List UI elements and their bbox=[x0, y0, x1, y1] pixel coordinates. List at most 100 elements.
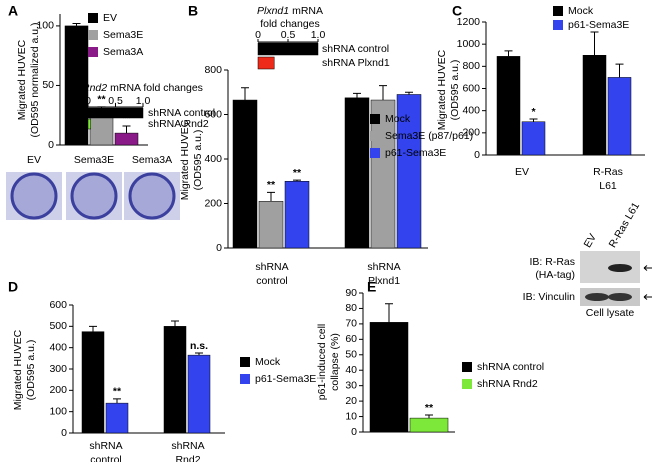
error-bar bbox=[122, 125, 131, 134]
y-tick-label: 0 bbox=[61, 427, 67, 439]
y-tick-label: 400 bbox=[49, 341, 67, 353]
inset-title: Plxnd1 mRNA bbox=[257, 5, 323, 17]
x-tick-line: Rnd2 bbox=[175, 454, 200, 462]
bar bbox=[496, 56, 521, 156]
legend-swatch bbox=[88, 13, 98, 23]
band bbox=[608, 293, 632, 301]
legend-swatch bbox=[370, 131, 380, 141]
bar-label: shRNA control bbox=[148, 107, 215, 119]
bar bbox=[409, 417, 449, 433]
band bbox=[585, 293, 609, 301]
significance: ** bbox=[122, 113, 131, 125]
legend-label: Mock bbox=[385, 113, 411, 125]
y-tick-label: 1200 bbox=[457, 16, 481, 28]
bar bbox=[163, 326, 187, 434]
legend-label: EV bbox=[103, 12, 117, 24]
blot-row-label: (HA-tag) bbox=[535, 269, 575, 281]
bar bbox=[257, 56, 275, 70]
title-text: mRNA bbox=[292, 5, 323, 17]
lane-label: EV bbox=[582, 232, 599, 250]
x-tick-line: L61 bbox=[599, 180, 617, 192]
significance: ** bbox=[425, 402, 434, 414]
legend-swatch bbox=[240, 374, 250, 384]
blot-caption: Cell lysate bbox=[586, 307, 635, 319]
x-tick-label: 0 bbox=[255, 29, 261, 41]
y-tick-label: 80 bbox=[345, 302, 357, 314]
well bbox=[10, 172, 58, 220]
image-label: Sema3E bbox=[74, 154, 114, 166]
y-tick-label: 600 bbox=[462, 82, 480, 94]
panel-label: A bbox=[8, 3, 18, 19]
y-tick-label: 400 bbox=[204, 153, 222, 165]
y-tick-label: 800 bbox=[204, 64, 222, 76]
x-tick-line: control bbox=[256, 275, 288, 287]
bar bbox=[114, 132, 139, 146]
inset-title: fold changes bbox=[260, 18, 320, 30]
y-tick-label: 0 bbox=[216, 242, 222, 254]
legend-label: Sema3E (p87/p61) bbox=[385, 130, 473, 142]
y-tick-label: 90 bbox=[345, 287, 357, 299]
x-tick-line: shRNA bbox=[171, 440, 204, 452]
y-axis-label: Migrated HUVEC bbox=[12, 329, 24, 410]
x-tick-label: EV bbox=[515, 166, 529, 178]
y-tick-label: 30 bbox=[345, 379, 357, 391]
y-tick-label: 70 bbox=[345, 318, 357, 330]
x-tick-line: shRNA bbox=[89, 440, 122, 452]
bar bbox=[105, 402, 129, 434]
error-bar bbox=[590, 31, 599, 56]
bar bbox=[258, 201, 284, 249]
y-tick-label: 60 bbox=[345, 333, 357, 345]
bar bbox=[187, 354, 211, 434]
panel-label: C bbox=[452, 3, 462, 19]
band bbox=[608, 264, 632, 272]
y-tick-label: 200 bbox=[49, 384, 67, 396]
well bbox=[128, 172, 176, 220]
y-tick-label: 600 bbox=[49, 299, 67, 311]
y-axis-label: Migrated HUVEC bbox=[436, 49, 448, 130]
y-tick-label: 600 bbox=[204, 108, 222, 120]
y-tick-label: 500 bbox=[49, 320, 67, 332]
legend-swatch bbox=[370, 148, 380, 158]
x-tick-label: 1.0 bbox=[136, 95, 151, 107]
y-axis-label: (OD595 a.u.) bbox=[25, 340, 37, 401]
well bbox=[70, 172, 118, 220]
error-bar bbox=[379, 85, 387, 101]
y-tick-label: 1000 bbox=[457, 38, 481, 50]
significance: * bbox=[531, 106, 536, 118]
y-tick-label: 40 bbox=[345, 364, 357, 376]
bar bbox=[284, 181, 310, 249]
x-tick-label: 1.0 bbox=[311, 29, 326, 41]
bar-label: shRNA Rnd2 bbox=[148, 118, 209, 130]
bar bbox=[582, 55, 607, 156]
legend-swatch bbox=[370, 114, 380, 124]
y-tick-label: 100 bbox=[36, 20, 54, 32]
error-bar bbox=[195, 352, 203, 356]
bar bbox=[344, 97, 370, 249]
legend-label: Sema3E bbox=[103, 29, 143, 41]
y-axis-label: (OD595 a.u.) bbox=[449, 60, 461, 121]
bar bbox=[396, 94, 422, 249]
legend-swatch bbox=[553, 6, 563, 16]
legend-swatch bbox=[462, 362, 472, 372]
y-tick-label: 200 bbox=[462, 127, 480, 139]
panel-label: D bbox=[8, 279, 18, 295]
y-tick-label: 0 bbox=[351, 426, 357, 438]
y-tick-label: 300 bbox=[49, 363, 67, 375]
error-bar bbox=[241, 87, 249, 101]
legend-label: shRNA control bbox=[477, 361, 544, 373]
legend-label: p61-Sema3E bbox=[255, 373, 316, 385]
error-bar bbox=[89, 325, 97, 332]
significance: ** bbox=[97, 94, 106, 106]
blot-row-label: IB: R-Ras bbox=[529, 256, 575, 268]
x-tick-line: control bbox=[90, 454, 122, 462]
y-tick-label: 10 bbox=[345, 410, 357, 422]
y-tick-label: 20 bbox=[345, 395, 357, 407]
legend-label: Mock bbox=[255, 356, 281, 368]
significance: n.s. bbox=[190, 340, 208, 352]
y-tick-label: 50 bbox=[345, 349, 357, 361]
bar bbox=[257, 42, 319, 56]
panel-label: B bbox=[188, 3, 198, 19]
x-tick-label: shRNA Rnd2 bbox=[171, 440, 204, 462]
y-axis-label: p61-induced cell bbox=[316, 324, 328, 400]
legend-label: Mock bbox=[568, 5, 594, 17]
